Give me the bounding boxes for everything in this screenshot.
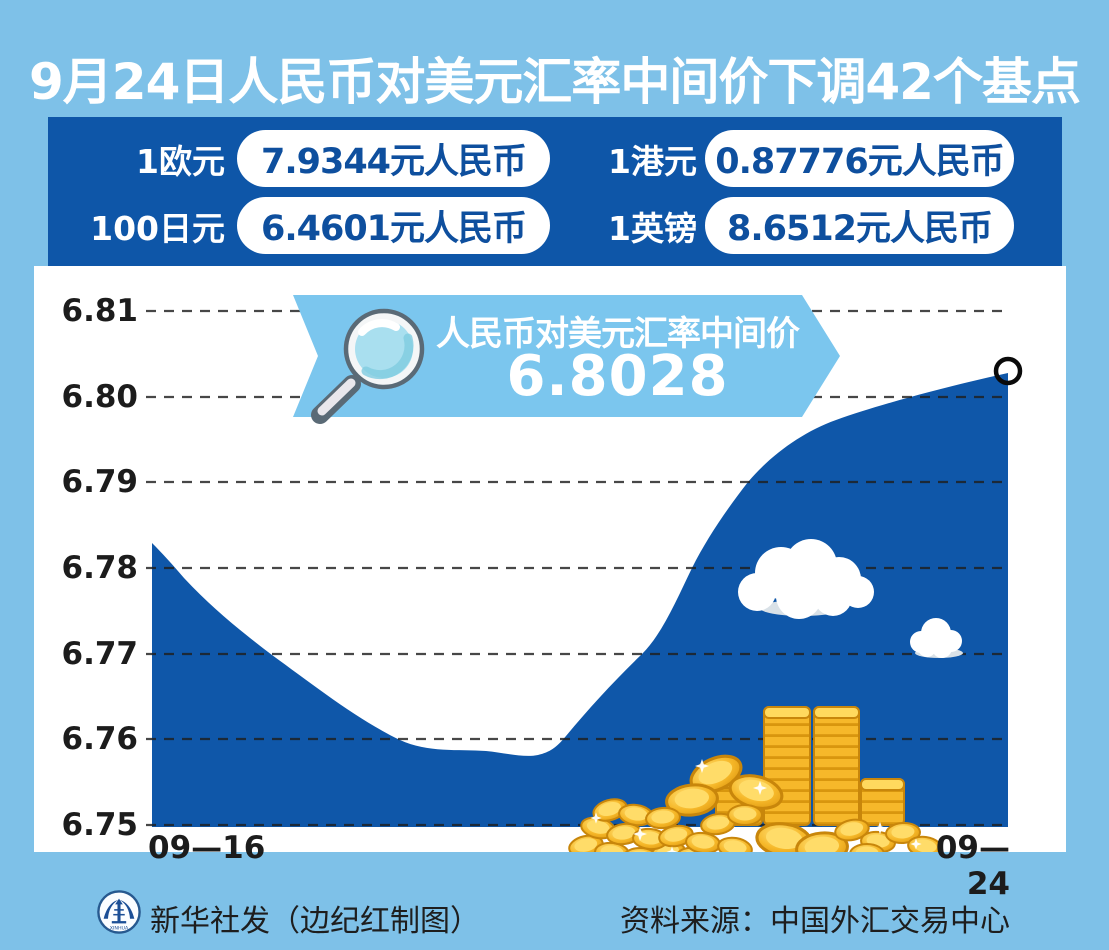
rate-value-jpy: 6.4601元人民币 [237, 197, 550, 254]
magnifier-icon [311, 308, 425, 424]
svg-text:XINHUA: XINHUA [110, 925, 129, 931]
callout-value: 6.8028 [506, 344, 729, 409]
ytick-6-76: 6.76 [61, 721, 139, 757]
ytick-6-78: 6.78 [61, 550, 139, 586]
area-series [152, 373, 1008, 827]
footer-credit: 新华社发（边纪红制图） [150, 904, 480, 939]
xtick-end: 09—24 [935, 830, 1010, 902]
coin-stack-short-right [860, 778, 905, 826]
coin-stack-tall-right [813, 706, 860, 826]
rate-label-euro: 1欧元 [136, 141, 225, 181]
exchange-rate-area-chart [146, 295, 1023, 852]
rate-value-hkd: 0.87776元人民币 [705, 130, 1014, 187]
ytick-6-80: 6.80 [61, 379, 139, 415]
rate-label-gbp: 1英镑 [608, 208, 697, 248]
xtick-start: 09—16 [148, 830, 266, 866]
exchange-rate-panel: 1欧元 7.9344元人民币 1港元 0.87776元人民币 100日元 6.4… [48, 117, 1062, 266]
rate-value-gbp: 8.6512元人民币 [705, 197, 1014, 254]
callout-banner [293, 295, 840, 417]
page-title: 9月24日人民币对美元汇率中间价下调42个基点 [29, 53, 1081, 111]
ytick-6-75: 6.75 [61, 807, 139, 843]
ytick-6-77: 6.77 [61, 636, 139, 672]
callout-label: 人民币对美元汇率中间价 [436, 314, 800, 354]
endpoint-marker [993, 356, 1023, 386]
cloud-icon-large [738, 539, 874, 619]
footer-source: 资料来源：中国外汇交易中心 [620, 904, 1010, 939]
cloud-icon-small [910, 618, 963, 658]
rate-label-jpy: 100日元 [90, 208, 225, 248]
ytick-6-81: 6.81 [61, 293, 139, 329]
ytick-6-79: 6.79 [61, 464, 139, 500]
rate-row-2: 100日元 6.4601元人民币 1英镑 8.6512元人民币 [48, 197, 1062, 254]
rate-label-hkd: 1港元 [608, 141, 697, 181]
rate-value-euro: 7.9344元人民币 [237, 130, 550, 187]
rate-row-1: 1欧元 7.9344元人民币 1港元 0.87776元人民币 [48, 130, 1062, 187]
xinhua-logo: XINHUA [97, 890, 141, 934]
